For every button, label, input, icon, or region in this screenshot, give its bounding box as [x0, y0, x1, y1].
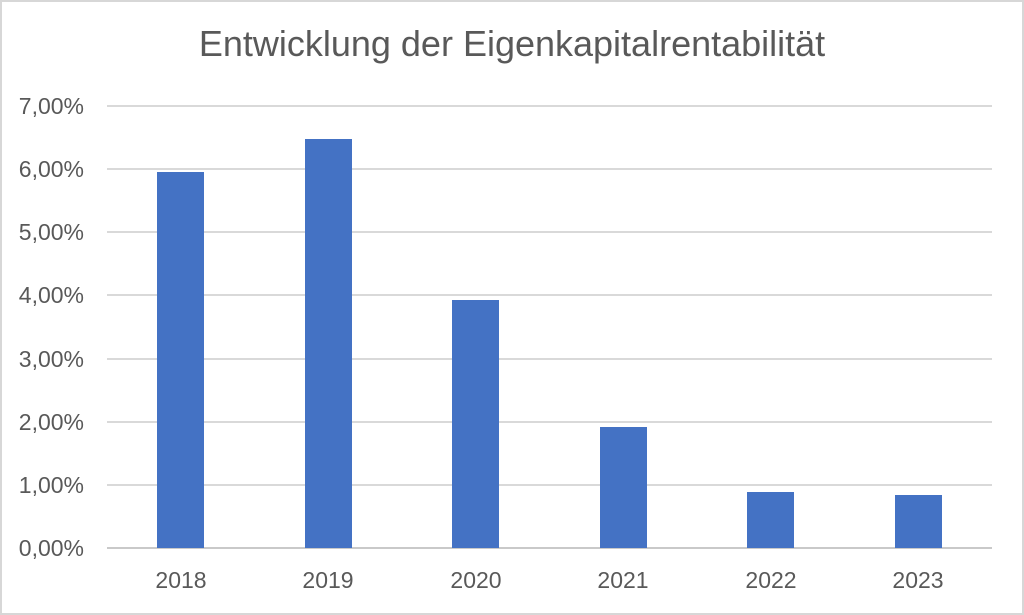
- x-tick-label: 2018: [155, 567, 207, 593]
- bar-2023: [895, 495, 942, 548]
- chart-title: Entwicklung der Eigenkapitalrentabilität: [198, 23, 826, 64]
- bar-2019: [305, 139, 352, 548]
- gridline: [107, 168, 992, 170]
- y-tick-label: 2,00%: [18, 409, 84, 435]
- x-tick-label: 2022: [745, 567, 797, 593]
- y-tick-label: 1,00%: [18, 472, 84, 498]
- gridline: [107, 421, 992, 423]
- gridline: [107, 484, 992, 486]
- x-tick-label: 2019: [302, 567, 354, 593]
- y-tick-label: 4,00%: [18, 282, 84, 308]
- x-axis-line: [107, 547, 992, 549]
- y-tick-label: 7,00%: [18, 93, 84, 119]
- y-tick-label: 3,00%: [18, 346, 84, 372]
- plot-area: [107, 105, 992, 549]
- y-tick-label: 5,00%: [18, 219, 84, 245]
- y-tick-label: 6,00%: [18, 156, 84, 182]
- gridline: [107, 358, 992, 360]
- x-tick-label: 2023: [892, 567, 944, 593]
- gridline: [107, 231, 992, 233]
- gridline: [107, 294, 992, 296]
- bar-2022: [747, 492, 794, 548]
- bar-2021: [600, 427, 647, 548]
- bar-2018: [157, 172, 204, 548]
- x-tick-label: 2021: [597, 567, 649, 593]
- gridline: [107, 105, 992, 107]
- y-tick-label: 0,00%: [18, 535, 84, 561]
- bar-2020: [452, 300, 499, 548]
- x-tick-label: 2020: [450, 567, 502, 593]
